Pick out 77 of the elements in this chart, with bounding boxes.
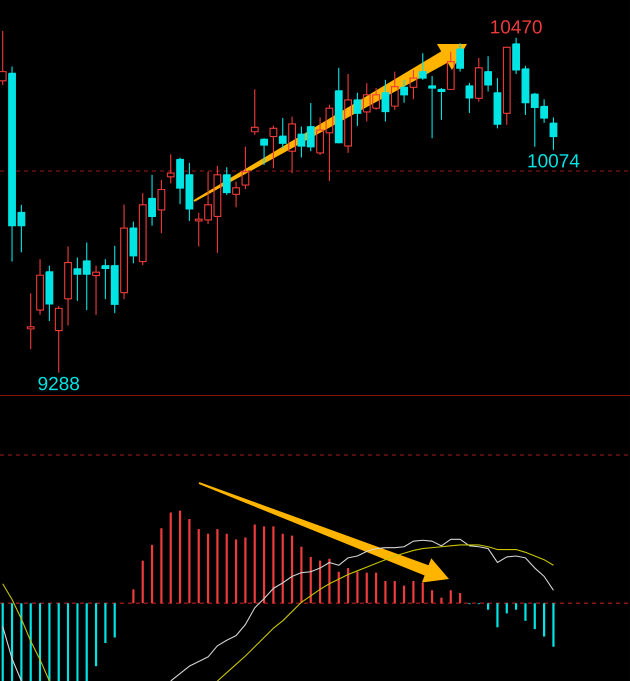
bar (206, 534, 210, 604)
bar (506, 603, 508, 614)
bar (394, 581, 396, 604)
bar (226, 534, 228, 604)
candlestick (418, 52, 427, 80)
bar (178, 510, 182, 604)
bar (244, 537, 247, 604)
bar (160, 528, 162, 604)
candlestick (64, 246, 72, 326)
candlestick (334, 67, 343, 144)
bar (282, 534, 284, 604)
candlestick (26, 292, 35, 350)
bar (440, 598, 443, 604)
annotation: 10470 (491, 20, 542, 34)
candlestick (148, 174, 156, 226)
bar (496, 603, 499, 628)
bar (48, 603, 50, 681)
candlestick (382, 79, 390, 122)
bar (366, 572, 368, 604)
bar (66, 603, 70, 681)
bar (216, 529, 218, 604)
candlestick (344, 73, 352, 154)
bar (543, 603, 546, 637)
bar (94, 603, 98, 666)
bar (142, 560, 144, 604)
annotation: 9288 (38, 376, 80, 390)
bar (450, 590, 452, 604)
candlestick (288, 116, 296, 174)
bar (402, 586, 406, 604)
bar (114, 603, 116, 638)
bar (515, 603, 518, 610)
candlestick (502, 46, 511, 126)
candlestick (36, 258, 44, 316)
candlestick (390, 71, 399, 110)
bar (234, 539, 238, 604)
bar (552, 603, 555, 647)
candlestick (92, 265, 100, 316)
candlestick (446, 51, 455, 90)
candlestick (410, 69, 418, 100)
candlestick (270, 125, 278, 169)
candlestick (120, 204, 128, 300)
bar (338, 572, 340, 604)
annotation: 10074 (528, 154, 580, 168)
bar (422, 582, 424, 604)
candlestick (474, 57, 483, 102)
candlestick (278, 118, 287, 149)
candlestick (138, 192, 147, 266)
bar (310, 556, 312, 604)
bar (412, 581, 415, 604)
bar (254, 524, 256, 604)
bar (384, 581, 387, 604)
bar (58, 603, 60, 681)
bar (2, 603, 4, 681)
bar (356, 572, 359, 604)
bar (534, 603, 536, 630)
bar (524, 603, 527, 621)
bar (150, 544, 154, 604)
bar (104, 603, 106, 644)
candlestick (428, 76, 436, 139)
candlestick (250, 88, 259, 136)
candlestick (484, 56, 492, 92)
candlestick (494, 78, 502, 129)
bar (374, 572, 378, 604)
candlestick (0, 30, 7, 86)
bar (170, 512, 172, 604)
bar (30, 603, 32, 681)
bar (86, 603, 88, 681)
candlestick (157, 179, 166, 234)
candlestick (241, 146, 250, 190)
candlestick (232, 181, 240, 208)
bar (188, 518, 190, 604)
candlestick (222, 166, 231, 196)
bar (487, 603, 490, 610)
candlestick (54, 305, 63, 374)
bar (198, 529, 200, 604)
candlestick (166, 154, 175, 184)
bar (76, 603, 78, 681)
